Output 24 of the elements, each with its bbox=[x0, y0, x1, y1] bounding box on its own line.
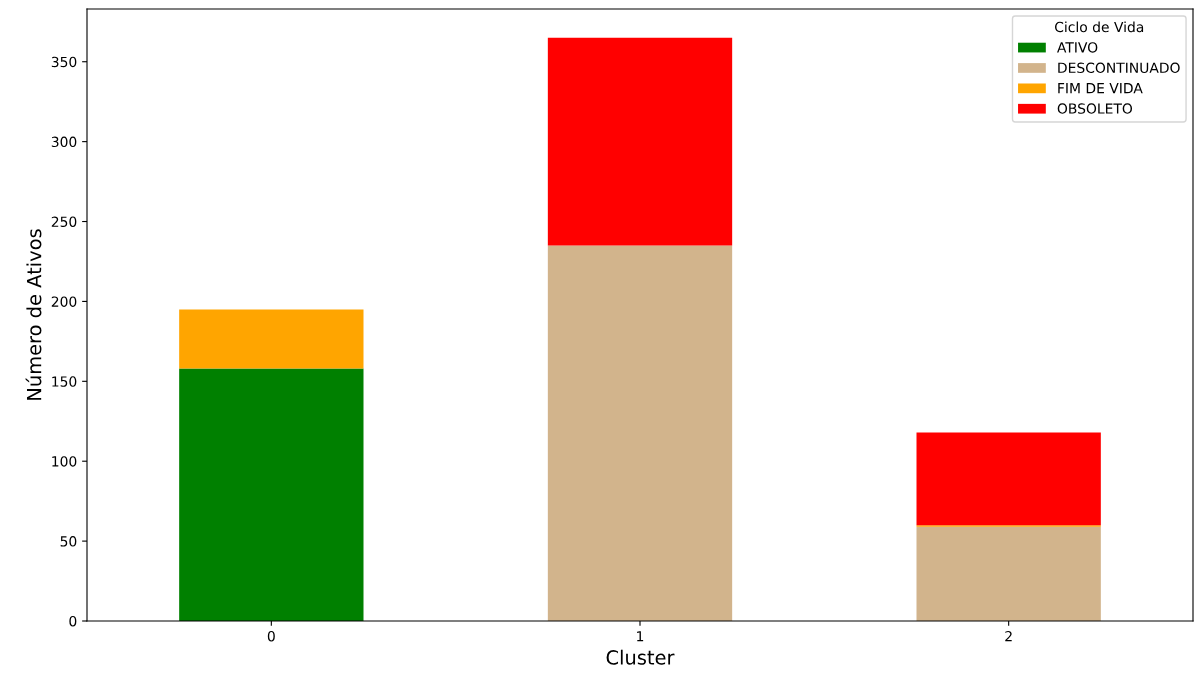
legend-label: OBSOLETO bbox=[1057, 103, 1133, 114]
legend-label: DESCONTINUADO bbox=[1058, 62, 1180, 74]
bar bbox=[916, 526, 1101, 621]
x-tick-label: 1 bbox=[637, 631, 644, 642]
y-tick-label: 200 bbox=[51, 296, 77, 307]
y-tick-label: 0 bbox=[69, 615, 77, 627]
x-axis-title: Cluster bbox=[606, 649, 675, 665]
bar bbox=[179, 309, 364, 369]
y-tick-label: 350 bbox=[51, 56, 77, 68]
y-axis-title: Número de Ativos bbox=[25, 229, 42, 400]
x-tick-label: 0 bbox=[267, 630, 275, 642]
legend-label: FIM DE VIDA bbox=[1058, 83, 1143, 94]
bar bbox=[547, 37, 733, 246]
y-tick-label: 250 bbox=[51, 216, 77, 227]
legend-label: ATIVO bbox=[1057, 42, 1098, 53]
y-tick-label: 50 bbox=[60, 536, 77, 547]
y-tick-label: 100 bbox=[52, 456, 77, 467]
bar bbox=[916, 432, 1101, 526]
legend-title: Ciclo de Vida bbox=[1054, 21, 1144, 33]
x-tick-label: 2 bbox=[1005, 630, 1012, 642]
bar bbox=[179, 368, 364, 621]
y-tick-label: 150 bbox=[52, 376, 77, 387]
y-tick-label: 300 bbox=[51, 136, 77, 148]
bar bbox=[547, 245, 733, 621]
